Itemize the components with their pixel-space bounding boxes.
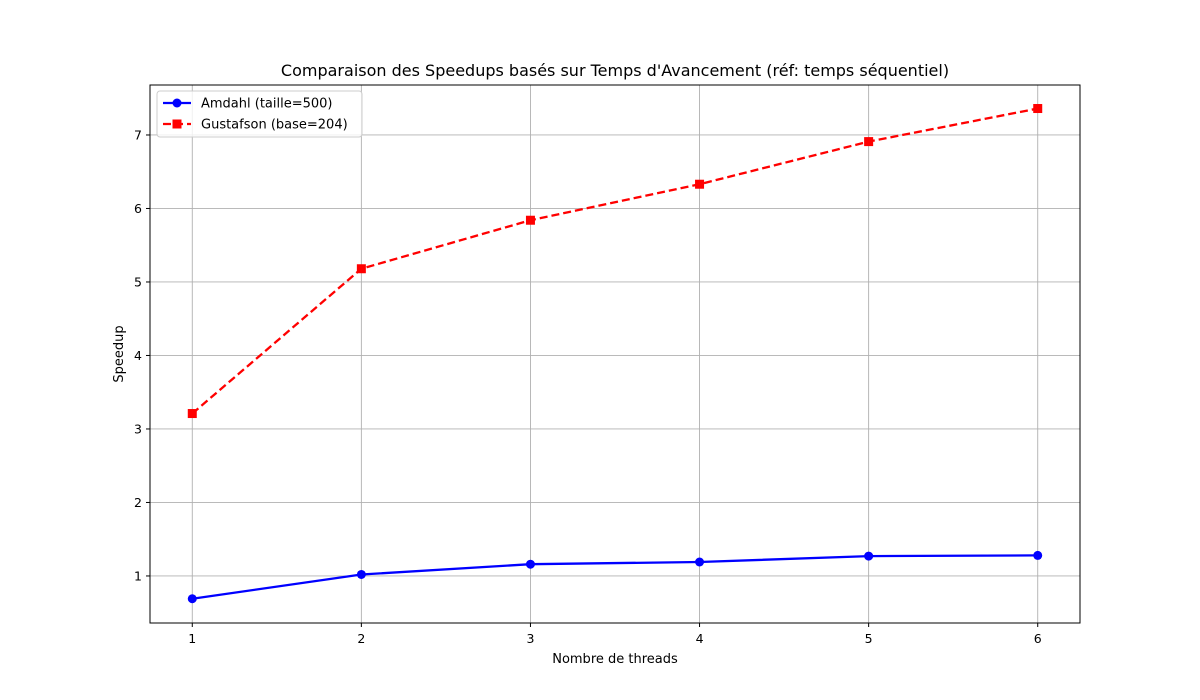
x-tick-label: 5 xyxy=(865,631,873,646)
y-tick-label: 4 xyxy=(134,348,142,363)
x-tick-label: 4 xyxy=(696,631,704,646)
y-tick-label: 2 xyxy=(134,495,142,510)
y-tick-label: 1 xyxy=(134,568,142,583)
data-point xyxy=(1033,104,1043,114)
chart-title: Comparaison des Speedups basés sur Temps… xyxy=(281,61,949,80)
x-tick-label: 3 xyxy=(526,631,534,646)
data-point xyxy=(864,551,874,561)
legend-label: Amdahl (taille=500) xyxy=(201,97,333,112)
data-point xyxy=(356,569,366,579)
y-tick-label: 3 xyxy=(134,421,142,436)
y-axis-label: Speedup xyxy=(112,325,127,382)
legend-label: Gustafson (base=204) xyxy=(201,118,348,133)
data-point xyxy=(525,559,535,569)
plot-frame xyxy=(149,84,1081,624)
legend-marker xyxy=(172,98,182,108)
data-point xyxy=(187,594,197,604)
legend-marker xyxy=(172,119,182,129)
y-tick-label: 7 xyxy=(134,127,142,142)
data-point xyxy=(356,264,366,274)
legend-entry: Gustafson (base=204) xyxy=(163,118,348,133)
grid-layer xyxy=(150,85,1080,623)
series-amdahl xyxy=(187,550,1043,604)
series-layer xyxy=(187,104,1043,604)
x-axis-label: Nombre de threads xyxy=(552,652,678,667)
tick-layer: 1 2 3 4 5 6 1 2 3 4 5 6 7 xyxy=(134,127,1042,646)
data-point xyxy=(187,409,197,419)
legend-entry: Amdahl (taille=500) xyxy=(163,97,333,112)
data-point xyxy=(1033,550,1043,560)
y-tick-label: 6 xyxy=(134,201,142,216)
data-point xyxy=(864,137,874,147)
y-tick-label: 5 xyxy=(134,274,142,289)
series-line xyxy=(191,107,1038,415)
series-gustafson xyxy=(187,104,1043,419)
data-point xyxy=(525,215,535,225)
data-point xyxy=(695,179,705,189)
data-point xyxy=(695,557,705,567)
legend-box xyxy=(156,90,363,138)
x-tick-label: 6 xyxy=(1034,631,1042,646)
x-tick-label: 2 xyxy=(357,631,365,646)
x-tick-label: 1 xyxy=(188,631,196,646)
legend: Amdahl (taille=500) Gustafson (base=204) xyxy=(156,90,363,138)
series-line xyxy=(192,554,1038,600)
